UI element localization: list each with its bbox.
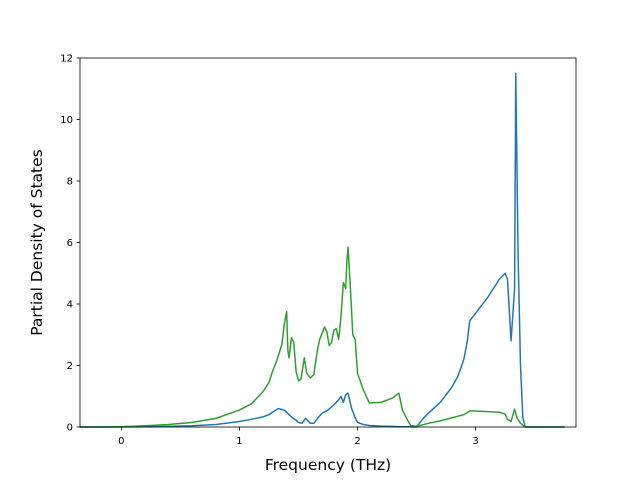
x-axis-ticks: 0 1 2 3 bbox=[118, 427, 479, 447]
y-tick-label: 12 bbox=[60, 54, 73, 65]
y-axis-ticks: 0 2 4 6 8 10 12 bbox=[60, 54, 80, 434]
y-tick-label: 4 bbox=[67, 300, 73, 311]
series-line-1 bbox=[79, 72, 565, 428]
y-tick-label: 2 bbox=[67, 361, 73, 372]
series-line-2 bbox=[79, 246, 565, 428]
y-tick-label: 8 bbox=[67, 177, 73, 188]
x-tick-label: 1 bbox=[236, 436, 242, 447]
y-tick-label: 10 bbox=[60, 115, 73, 126]
x-axis-label: Frequency (THz) bbox=[265, 456, 391, 474]
y-tick-label: 6 bbox=[67, 238, 73, 249]
x-tick-label: 2 bbox=[354, 436, 360, 447]
series-layer bbox=[79, 72, 565, 428]
x-tick-label: 3 bbox=[472, 436, 478, 447]
y-tick-label: 0 bbox=[67, 423, 73, 434]
y-axis-label: Partial Density of States bbox=[28, 149, 46, 335]
x-tick-label: 0 bbox=[118, 436, 124, 447]
